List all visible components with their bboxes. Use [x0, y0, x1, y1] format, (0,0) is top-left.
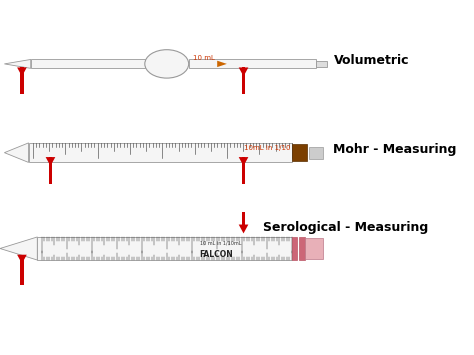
- FancyBboxPatch shape: [31, 59, 145, 68]
- Text: Volumetric: Volumetric: [334, 54, 409, 67]
- FancyBboxPatch shape: [299, 237, 305, 260]
- Text: Serological - Measuring: Serological - Measuring: [263, 221, 428, 234]
- FancyBboxPatch shape: [242, 212, 245, 224]
- FancyBboxPatch shape: [292, 237, 298, 260]
- FancyBboxPatch shape: [242, 67, 245, 94]
- Polygon shape: [4, 143, 28, 162]
- Text: FALCON: FALCON: [200, 250, 233, 259]
- Text: Mohr - Measuring: Mohr - Measuring: [334, 143, 457, 155]
- FancyBboxPatch shape: [189, 59, 316, 68]
- Polygon shape: [239, 224, 248, 234]
- Text: 10 mL in 1/10mL: 10 mL in 1/10mL: [200, 241, 241, 246]
- Polygon shape: [46, 157, 55, 166]
- FancyBboxPatch shape: [316, 61, 327, 67]
- FancyBboxPatch shape: [305, 238, 322, 259]
- FancyBboxPatch shape: [49, 157, 52, 184]
- FancyBboxPatch shape: [37, 237, 292, 260]
- Text: 10 mL: 10 mL: [193, 55, 215, 61]
- FancyBboxPatch shape: [242, 157, 245, 184]
- Polygon shape: [4, 60, 31, 68]
- Text: 10mL in 1/10: 10mL in 1/10: [244, 145, 290, 151]
- Ellipse shape: [145, 50, 189, 78]
- Polygon shape: [0, 237, 37, 260]
- FancyBboxPatch shape: [310, 147, 322, 158]
- Polygon shape: [17, 67, 27, 76]
- Polygon shape: [239, 67, 248, 76]
- Polygon shape: [217, 61, 227, 67]
- Polygon shape: [239, 157, 248, 166]
- FancyBboxPatch shape: [20, 67, 24, 94]
- FancyBboxPatch shape: [20, 255, 24, 285]
- Polygon shape: [17, 255, 27, 263]
- FancyBboxPatch shape: [28, 143, 292, 162]
- FancyBboxPatch shape: [292, 144, 307, 162]
